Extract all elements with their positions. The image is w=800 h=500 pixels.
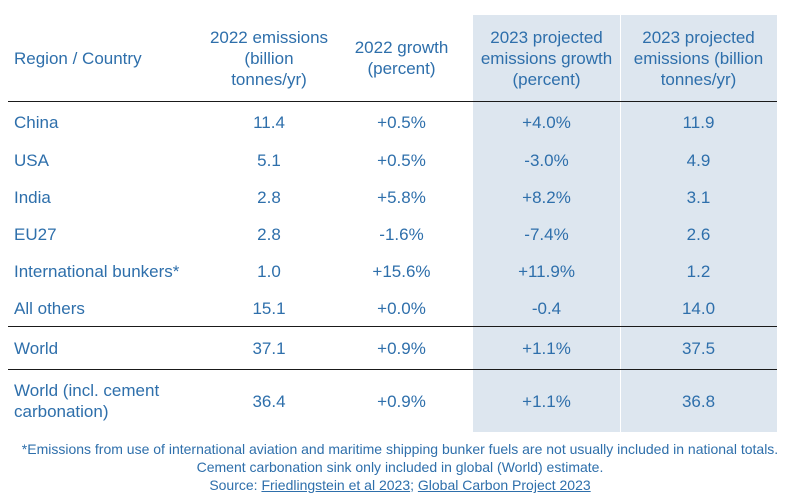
projection-column-separator	[620, 15, 621, 432]
source-link-friedlingstein[interactable]: Friedlingstein et al 2023	[261, 477, 411, 493]
header-2022-emissions: 2022 emissions (billion tonnes/yr)	[208, 15, 330, 102]
emissions-2023-cell: 11.9	[682, 112, 715, 132]
growth-2022-cell: +5.8%	[377, 188, 426, 207]
growth-2023-cell: -3.0%	[524, 151, 569, 170]
table-row: China 11.4 +0.5% +4.0% 11.9	[8, 102, 777, 143]
emissions-2022-cell: 11.4	[253, 112, 285, 132]
emissions-table: Region / Country 2022 emissions (billion…	[8, 15, 777, 432]
emissions-2022-cell: 1.0	[257, 262, 281, 281]
emissions-2022-cell: 2.8	[257, 225, 281, 244]
growth-2023-cell: -0.4	[473, 290, 620, 327]
emissions-2023-cell: 3.1	[686, 188, 711, 207]
table-row: India 2.8 +5.8% +8.2% 3.1	[8, 179, 777, 216]
table-row: International bunkers* 1.0 +15.6% +11.9%…	[8, 253, 777, 290]
region-cell: EU27	[14, 225, 57, 244]
region-cell: India	[14, 188, 51, 207]
region-cell: World	[8, 326, 208, 370]
region-cell: International bunkers*	[14, 262, 180, 281]
table-header-row: Region / Country 2022 emissions (billion…	[8, 15, 777, 102]
growth-2022-cell: +0.9%	[377, 391, 426, 411]
footnote-bunkers: *Emissions from use of international avi…	[21, 441, 779, 457]
emissions-2023-cell: 37.5	[620, 326, 777, 370]
table-row: EU27 2.8 -1.6% -7.4% 2.6	[8, 216, 777, 253]
growth-2022-cell: +0.5%	[377, 151, 426, 170]
emissions-2022-cell: 15.1	[208, 290, 330, 327]
table-footnotes: *Emissions from use of international avi…	[0, 440, 800, 494]
region-cell: China	[14, 112, 59, 132]
region-cell: World (incl. cement carbonation)	[14, 381, 160, 421]
header-region: Region / Country	[8, 15, 208, 102]
header-2023-projected-emissions: 2023 projected emissions (billion tonnes…	[620, 15, 777, 102]
growth-2023-cell: +1.1%	[473, 326, 620, 370]
growth-2023-cell: +4.0%	[522, 112, 571, 132]
growth-2023-cell: +11.9%	[518, 262, 575, 281]
source-line: Source: Friedlingstein et al 2023; Globa…	[0, 476, 800, 494]
table-row: All others 15.1 +0.0% -0.4 14.0	[8, 290, 777, 327]
source-label: Source:	[209, 477, 258, 493]
region-cell: All others	[8, 290, 208, 327]
emissions-2023-cell: 4.9	[686, 151, 711, 170]
emissions-2023-cell: 1.2	[686, 262, 711, 281]
emissions-2022-cell: 5.1	[257, 151, 281, 170]
source-separator: ;	[410, 477, 414, 493]
emissions-2023-cell: 2.6	[686, 225, 711, 244]
header-2022-growth: 2022 growth (percent)	[330, 15, 473, 102]
region-cell: USA	[14, 151, 49, 170]
growth-2023-cell: -7.4%	[524, 225, 569, 244]
growth-2022-cell: +0.5%	[377, 112, 426, 132]
emissions-2022-cell: 37.1	[208, 326, 330, 370]
table-row: USA 5.1 +0.5% -3.0% 4.9	[8, 142, 777, 179]
footnote-cement: Cement carbonation sink only included in…	[196, 459, 604, 475]
table-row-world: World 37.1 +0.9% +1.1% 37.5	[8, 326, 777, 370]
growth-2022-cell: -1.6%	[379, 225, 424, 244]
growth-2023-cell: +8.2%	[522, 188, 571, 207]
emissions-2023-cell: 36.8	[681, 391, 716, 411]
growth-2022-cell: +0.0%	[330, 290, 473, 327]
header-2023-projected-growth: 2023 projected emissions growth (percent…	[473, 15, 620, 102]
emissions-2023-cell: 14.0	[620, 290, 777, 327]
growth-2022-cell: +0.9%	[330, 326, 473, 370]
emissions-2022-cell: 2.8	[257, 188, 281, 207]
source-link-global-carbon-project[interactable]: Global Carbon Project 2023	[417, 477, 591, 493]
table-row-world-cement: World (incl. cement carbonation) 36.4 +0…	[8, 370, 777, 433]
growth-2023-cell: +1.1%	[522, 391, 571, 411]
emissions-2022-cell: 36.4	[252, 391, 286, 411]
growth-2022-cell: +15.6%	[372, 262, 431, 281]
